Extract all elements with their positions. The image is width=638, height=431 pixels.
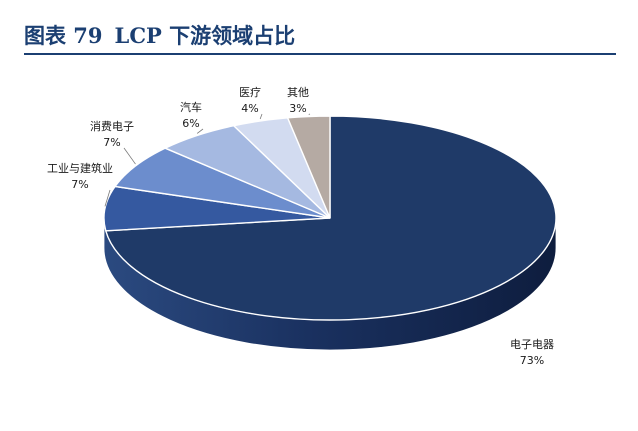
slice-label: 汽车: [180, 100, 202, 114]
figure-title: LCP 下游领域占比: [114, 23, 296, 48]
slice-value-label: 6%: [182, 117, 199, 130]
slice-value-label: 7%: [71, 178, 88, 191]
pie-slices: [103, 115, 557, 321]
pie-slice: [104, 115, 557, 321]
slice-value-label: 3%: [289, 102, 306, 115]
slice-label: 工业与建筑业: [47, 161, 113, 175]
slice-label: 医疗: [239, 85, 261, 99]
slice-label: 消费电子: [90, 119, 134, 133]
figure-number: 图表 79: [24, 23, 103, 48]
pie-leader-lines: [104, 113, 311, 207]
pie-slice: [286, 115, 331, 219]
pie-labels: 电子电器 73% 工业与建筑业 7% 消费电子 7% 汽车 6% 医疗 4% 其他 3%: [47, 85, 554, 367]
slice-value-label: 4%: [241, 102, 258, 115]
slice-label: 其他: [287, 86, 309, 99]
slice-value-label: 7%: [103, 136, 120, 149]
title-divider: [24, 53, 616, 55]
leader-line: [259, 113, 263, 120]
leader-line: [123, 147, 136, 165]
slice-value-label: 73%: [520, 354, 544, 367]
slice-label: 电子电器: [510, 338, 554, 351]
figure-title-row: 图表 79 LCP 下游领域占比: [24, 20, 616, 50]
leader-line: [104, 189, 111, 207]
leader-line: [196, 128, 204, 134]
